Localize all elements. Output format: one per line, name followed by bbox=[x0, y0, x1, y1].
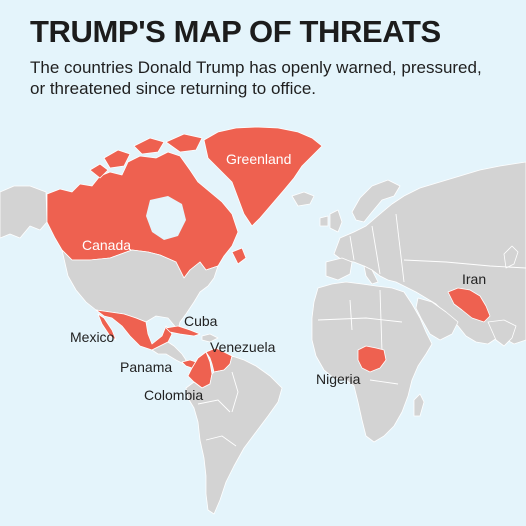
label-iran: Iran bbox=[462, 271, 486, 287]
label-cuba: Cuba bbox=[184, 313, 218, 329]
iberia bbox=[325, 257, 353, 281]
label-canada: Canada bbox=[82, 237, 131, 253]
label-venezuela: Venezuela bbox=[210, 339, 276, 355]
united-kingdom bbox=[329, 209, 343, 233]
africa-border-3 bbox=[349, 299, 353, 331]
country-greenland bbox=[203, 126, 323, 227]
hispaniola bbox=[201, 333, 219, 343]
sa-border-2 bbox=[205, 435, 237, 447]
hudson-bay bbox=[146, 196, 186, 240]
scandinavia bbox=[351, 179, 401, 223]
africa-border-2 bbox=[379, 289, 383, 353]
country-nigeria bbox=[357, 345, 387, 373]
country-cuba bbox=[165, 325, 201, 337]
country-iran bbox=[447, 287, 491, 323]
south-america bbox=[185, 355, 283, 515]
japan bbox=[503, 245, 519, 269]
arabian-peninsula bbox=[415, 297, 459, 341]
page-title: TRUMP'S MAP OF THREATS bbox=[30, 14, 441, 49]
sa-border-1 bbox=[197, 399, 231, 413]
country-canada-arctic-3 bbox=[165, 133, 203, 153]
iceland bbox=[291, 191, 315, 207]
italy bbox=[363, 265, 379, 285]
sa-border-3 bbox=[231, 371, 239, 413]
country-mexico bbox=[95, 309, 173, 351]
eu-border-2 bbox=[371, 225, 381, 275]
india bbox=[487, 319, 517, 347]
label-nigeria: Nigeria bbox=[316, 371, 361, 387]
eu-border-1 bbox=[349, 235, 355, 261]
country-canada-arctic-1 bbox=[103, 149, 131, 169]
madagascar bbox=[413, 393, 425, 417]
eu-border-3 bbox=[395, 213, 405, 283]
country-mexico-baja bbox=[97, 313, 117, 341]
eu-border-4 bbox=[403, 259, 526, 269]
label-colombia: Colombia bbox=[144, 387, 203, 403]
central-america bbox=[151, 341, 187, 365]
africa-border-4 bbox=[369, 379, 399, 385]
page-subtitle: The countries Donald Trump has openly wa… bbox=[30, 58, 482, 98]
country-canada-arctic-4 bbox=[89, 163, 109, 179]
africa-border-1 bbox=[317, 317, 403, 323]
ireland bbox=[319, 215, 329, 227]
label-mexico: Mexico bbox=[70, 329, 115, 345]
country-canada-newfoundland bbox=[231, 247, 247, 265]
country-canada-arctic-2 bbox=[133, 137, 165, 155]
alaska bbox=[0, 185, 48, 239]
label-panama: Panama bbox=[120, 359, 172, 375]
label-greenland: Greenland bbox=[226, 151, 291, 167]
